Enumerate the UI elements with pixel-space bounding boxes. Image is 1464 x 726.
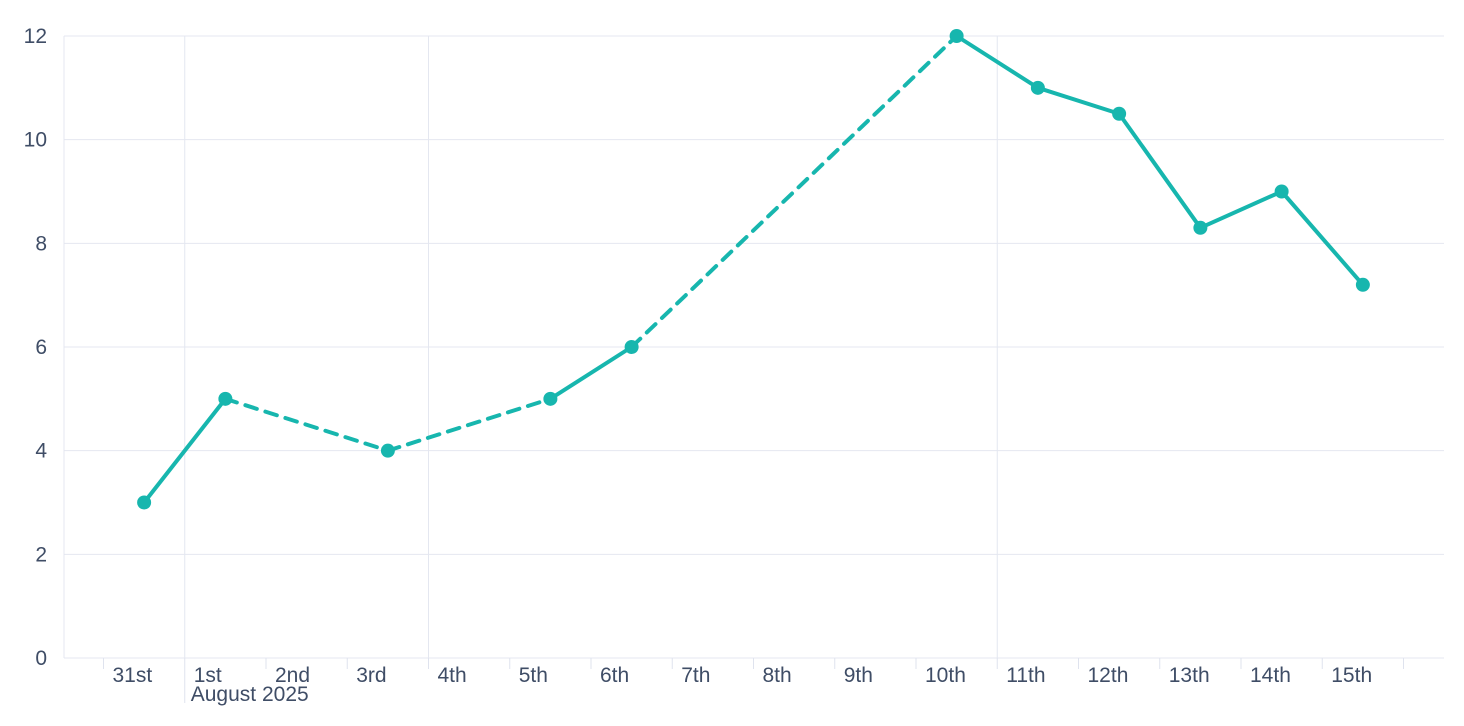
data-point-marker[interactable] [218,391,233,406]
x-axis-label: 7th [681,664,710,687]
y-axis-label: 0 [35,647,47,670]
x-axis-label: 6th [600,664,629,687]
series-segment-solid [1117,111,1203,230]
x-axis-label: 11th [1006,664,1045,687]
x-axis-label: 9th [844,664,873,687]
series-segment-solid [548,345,634,401]
data-point-marker[interactable] [624,340,639,354]
data-point-marker[interactable] [137,495,152,510]
data-point-marker[interactable] [380,443,395,458]
data-point-marker[interactable] [1355,277,1370,292]
data-point-marker[interactable] [1112,106,1127,121]
series-segment-solid [1198,189,1284,230]
x-axis-label: 14th [1250,664,1291,687]
series-segment-dashed [385,396,553,453]
y-axis-label: 6 [35,336,47,359]
x-axis-label: 5th [519,664,548,687]
series-segment-solid [1035,85,1122,116]
series-segment-dashed [223,396,390,453]
month-label: August 2025 [191,683,309,706]
x-axis-label: 10th [925,664,966,687]
y-axis-label: 10 [24,129,47,152]
x-axis-label: 12th [1088,664,1129,687]
series-segment-dashed [629,34,959,349]
x-axis-label: 1st [194,664,222,687]
x-axis-label: 13th [1169,664,1210,687]
x-axis-label: 31st [113,664,153,687]
data-point-marker[interactable] [1274,184,1289,199]
x-axis-label: 15th [1331,664,1372,687]
y-axis-label: 2 [35,543,47,566]
y-axis-label: 4 [35,440,47,463]
series-segment-solid [142,396,228,505]
series-segment-solid [954,34,1040,90]
x-axis-label: 2nd [275,664,310,687]
data-point-marker[interactable] [543,391,558,406]
x-axis-label: 4th [438,664,467,687]
data-point-marker[interactable] [949,29,964,43]
x-axis-label: 8th [763,664,792,687]
y-axis-label: 12 [24,25,47,48]
data-point-marker[interactable] [1030,80,1045,95]
y-axis-label: 8 [35,232,47,255]
data-point-marker[interactable] [1193,220,1208,235]
x-axis-label: 3rd [356,664,386,687]
series-segment-solid [1279,189,1365,287]
